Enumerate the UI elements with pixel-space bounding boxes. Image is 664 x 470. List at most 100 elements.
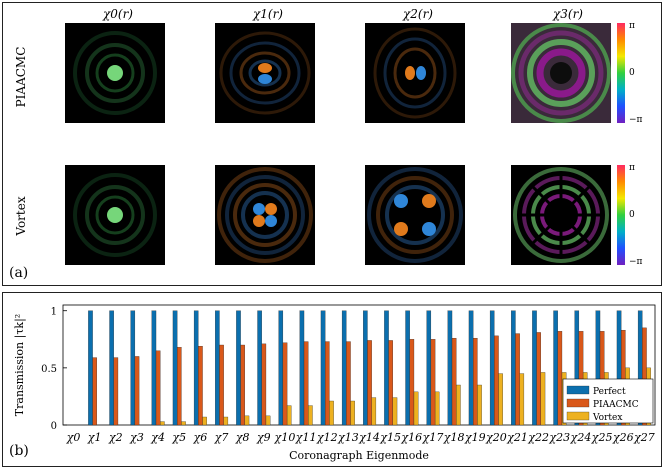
x-tick-label: χ1 (87, 431, 102, 444)
bar-vortex (244, 415, 250, 426)
mode-image-piaacmc-chi1 (215, 23, 315, 123)
bar-perfect (299, 310, 305, 426)
x-tick-label: χ8 (235, 431, 250, 444)
bar-piaacmc (557, 331, 563, 426)
x-tick-label: χ0 (66, 431, 81, 444)
x-tick-label: χ13 (337, 431, 359, 444)
bar-perfect (426, 310, 432, 426)
bar-piaacmc (177, 347, 182, 426)
bar-perfect (278, 310, 284, 426)
x-tick-label: χ11 (295, 431, 317, 444)
plot-frame (62, 304, 656, 426)
x-tick-label: χ25 (591, 431, 613, 444)
mode-image-piaacmc-chi2 (365, 23, 465, 123)
bar-perfect (88, 310, 93, 426)
bar-piaacmc (92, 357, 97, 426)
bar-vortex (160, 421, 165, 426)
bar-perfect (468, 310, 474, 426)
bar-piaacmc (261, 343, 267, 426)
bar-perfect (532, 310, 537, 426)
x-tick-label: χ5 (171, 431, 186, 444)
bar-perfect (405, 310, 410, 426)
x-tick-label: χ3 (129, 431, 144, 444)
bar-perfect (130, 310, 136, 426)
colorbar-phase-row1 (617, 23, 625, 123)
row-label-vortex: Vortex (14, 196, 28, 236)
x-tick-label: χ2 (108, 431, 123, 444)
bar-vortex (350, 400, 355, 426)
x-tick-label: χ16 (401, 431, 423, 444)
bar-perfect (363, 310, 368, 426)
bar-piaacmc (282, 342, 288, 426)
bar-perfect (511, 310, 516, 426)
bar-vortex (308, 405, 313, 426)
panel-a-label: (a) (9, 265, 29, 281)
bar-piaacmc (113, 357, 119, 426)
bar-vortex (286, 405, 292, 426)
x-tick-label: χ24 (570, 431, 592, 444)
column-title-chi2: χ2(r) (402, 7, 433, 21)
bar-vortex (413, 391, 419, 426)
column-title-chi1: χ1(r) (252, 7, 283, 21)
x-tick-label: χ19 (464, 431, 486, 444)
colorbar-tick-pi-row1: π (629, 21, 635, 31)
x-tick-label: χ6 (193, 431, 208, 444)
bar-vortex (265, 415, 271, 426)
legend-label-piaacmc: PIAACMC (593, 400, 639, 410)
panel-b-label: (b) (9, 443, 29, 459)
bar-vortex (392, 397, 398, 426)
transmission-bar-chart: 0 0.5 1 Transmission |τk|² Coronagraph Eigen… (13, 304, 656, 462)
bar-vortex (181, 421, 186, 426)
bar-perfect (215, 310, 220, 426)
legend-swatch-piaacmc (566, 398, 590, 408)
legend-label-perfect: Perfect (593, 387, 626, 397)
bar-vortex (223, 416, 229, 426)
x-tick-label: χ27 (633, 431, 655, 444)
colorbar-tick-zero-row1: 0 (629, 68, 635, 78)
x-tick-label: χ4 (150, 431, 165, 444)
colorbar-tick-zero-row2: 0 (629, 210, 635, 220)
y-tick-label: 0 (51, 421, 57, 432)
x-tick-label: χ17 (422, 431, 444, 444)
bar-perfect (236, 310, 241, 426)
mode-image-vortex-chi1 (215, 165, 315, 265)
x-tick-label: χ14 (358, 431, 380, 444)
colorbar-tick-minus-pi-row2: −π (629, 257, 643, 267)
bar-piaacmc (346, 341, 351, 426)
y-axis-label: Transmission |τk|² (13, 314, 27, 416)
bar-piaacmc (536, 332, 541, 426)
legend-swatch-vortex (566, 411, 590, 421)
y-tick-label: 0.5 (41, 364, 57, 375)
bar-piaacmc (134, 356, 140, 426)
bar-piaacmc (430, 339, 436, 426)
bar-vortex (202, 416, 207, 426)
bar-piaacmc (240, 344, 245, 426)
bar-piaacmc (198, 345, 203, 426)
bar-perfect (257, 310, 262, 426)
x-tick-label: χ10 (274, 431, 296, 444)
bar-piaacmc (303, 341, 309, 426)
chart-axes: 0 0.5 1 Transmission |τk|² Coronagraph Eigen… (13, 304, 656, 462)
mode-image-vortex-chi3 (511, 165, 611, 265)
bar-vortex (540, 372, 546, 426)
x-tick-label: χ15 (379, 431, 401, 444)
column-title-chi0: χ0(r) (102, 7, 133, 21)
bar-vortex (434, 391, 440, 426)
x-tick-label: χ20 (485, 431, 507, 444)
mode-image-piaacmc-chi0 (65, 23, 165, 123)
bar-perfect (151, 310, 157, 426)
bar-piaacmc (155, 350, 161, 426)
x-tick-label: χ12 (316, 431, 338, 444)
x-tick-label: χ26 (612, 431, 634, 444)
legend-swatch-perfect (566, 385, 590, 395)
colorbar-tick-minus-pi-row1: −π (629, 115, 643, 125)
bar-piaacmc (515, 333, 520, 426)
bar-piaacmc (451, 337, 457, 426)
x-axis-label: Coronagraph Eigenmode (289, 449, 429, 462)
chart-legend: Perfect PIAACMC Vortex (562, 378, 654, 424)
x-tick-label: χ22 (527, 431, 549, 444)
x-tick-label: χ7 (214, 431, 229, 444)
colorbar-tick-pi-row2: π (629, 163, 635, 173)
bar-piaacmc (388, 340, 393, 426)
x-tick-label: χ21 (506, 431, 528, 444)
